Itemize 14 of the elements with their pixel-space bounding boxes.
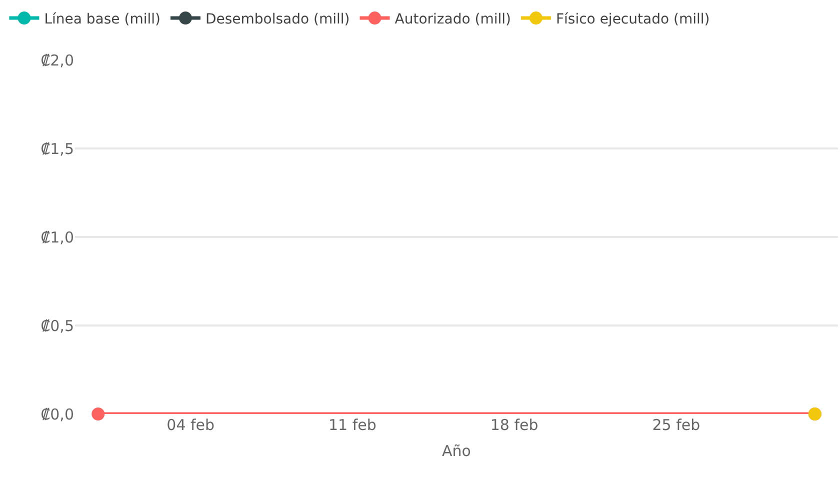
y-tick-label: ₡1,5: [40, 140, 74, 158]
y-tick-label: ₡0,5: [40, 316, 74, 335]
legend-label: Autorizado (mill): [394, 12, 511, 28]
legend-label: Desembolsado (mill): [205, 12, 350, 28]
legend-label: Línea base (mill): [44, 12, 160, 28]
x-tick-label: 18 feb: [490, 416, 538, 434]
x-axis-title: Año: [442, 442, 471, 460]
y-tick-label: ₡0,0: [40, 405, 74, 424]
x-tick-label: 04 feb: [166, 416, 215, 434]
y-tick-label: ₡1,0: [40, 228, 74, 246]
x-tick-label: 25 feb: [652, 416, 700, 434]
y-tick-label: ₡2,0: [40, 51, 74, 70]
legend-label: Físico ejecutado (mill): [556, 12, 710, 28]
x-tick-label: 11 feb: [328, 416, 376, 434]
